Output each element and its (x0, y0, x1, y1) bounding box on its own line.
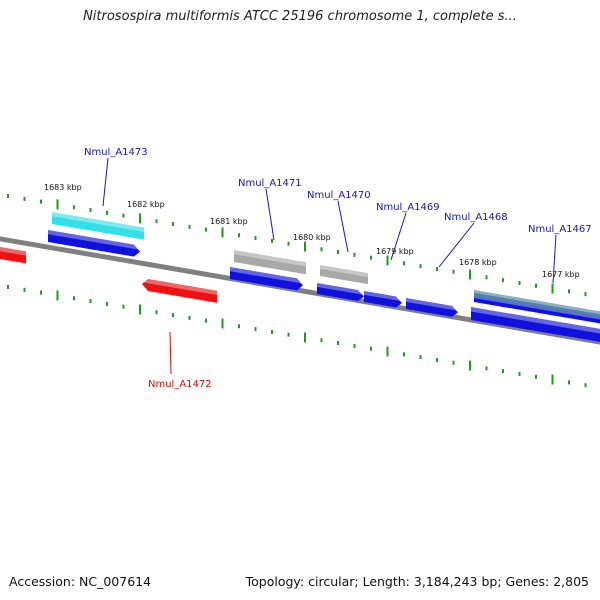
kbp-label: 1680 kbp (293, 233, 331, 242)
feature-highlight (406, 298, 458, 311)
kbp-label: 1678 kbp (459, 258, 497, 267)
gene-label[interactable]: Nmul_A1472 (148, 379, 212, 390)
chromosome-backbone (0, 236, 600, 345)
gene-label[interactable]: Nmul_A1468 (444, 212, 508, 223)
gene-features (0, 212, 600, 342)
gene-nmul-a1470[interactable] (317, 283, 364, 301)
feature-nmul-a1471-gray[interactable] (234, 250, 306, 275)
kbp-scale-labels: 1683 kbp 1682 kbp 1681 kbp 1680 kbp 1679 kbp… (44, 183, 580, 279)
feature-highlight (234, 250, 306, 267)
gene-leader-line (438, 222, 475, 268)
gene-leader-line (265, 188, 275, 241)
kbp-label: 1681 kbp (210, 217, 248, 226)
gene-nmul-a1472[interactable] (142, 279, 217, 303)
feature-highlight (320, 265, 368, 278)
topology-info: Topology: circular; Length: 3,184,243 bp… (245, 574, 589, 589)
feature-nmul-a1470-gray[interactable] (320, 265, 368, 285)
gene-nmul-a1467[interactable] (471, 307, 600, 342)
gene-leader-line (169, 331, 172, 375)
gene-label[interactable]: Nmul_A1473 (84, 147, 148, 158)
gene-label[interactable]: Nmul_A1469 (376, 202, 440, 213)
feature-highlight (471, 307, 600, 334)
kbp-label: 1682 kbp (127, 200, 165, 209)
gene-leader-line (337, 200, 349, 253)
outer-tick-ring (7, 194, 587, 297)
gene-leader-line (102, 157, 109, 207)
gene-leader-line (390, 212, 407, 261)
gene-nmul-a1468[interactable] (406, 298, 458, 317)
feature-highlight (48, 230, 140, 250)
feature-highlight (364, 291, 402, 302)
gene-label[interactable]: Nmul_A1467 (528, 224, 592, 235)
feature-highlight (142, 278, 217, 295)
feature-highlight (474, 290, 600, 315)
feature-highlight (474, 296, 600, 320)
gene-label-callouts: Nmul_A1473 Nmul_A1472 Nmul_A1471 Nmul_A1470… (84, 147, 592, 390)
feature-highlight (317, 283, 364, 295)
gene-leader-line (552, 234, 557, 284)
feature-highlight (230, 267, 303, 284)
gene-label[interactable]: Nmul_A1471 (238, 178, 302, 189)
kbp-label: 1679 kbp (376, 247, 414, 256)
gene-nmul-a1469[interactable] (364, 291, 402, 308)
feature-highlight (0, 247, 26, 256)
feature-nmul-a1467-steel[interactable] (474, 290, 600, 320)
feature-nmul-a1473-highlight[interactable] (52, 212, 144, 240)
kbp-label: 1677 kbp (542, 270, 580, 279)
gene-reverse-left[interactable] (0, 247, 26, 264)
gene-nmul-a1473[interactable] (48, 230, 140, 257)
gene-nmul-a1467-strip[interactable] (474, 296, 600, 324)
inner-tick-ring (7, 285, 587, 388)
accession-label: Accession: NC_007614 (9, 574, 152, 589)
map-title: Nitrosospira multiformis ATCC 25196 chro… (83, 9, 517, 24)
gene-label[interactable]: Nmul_A1470 (307, 190, 371, 201)
feature-highlight (52, 212, 144, 232)
kbp-label: 1683 kbp (44, 183, 82, 192)
gene-nmul-a1471[interactable] (230, 267, 303, 291)
